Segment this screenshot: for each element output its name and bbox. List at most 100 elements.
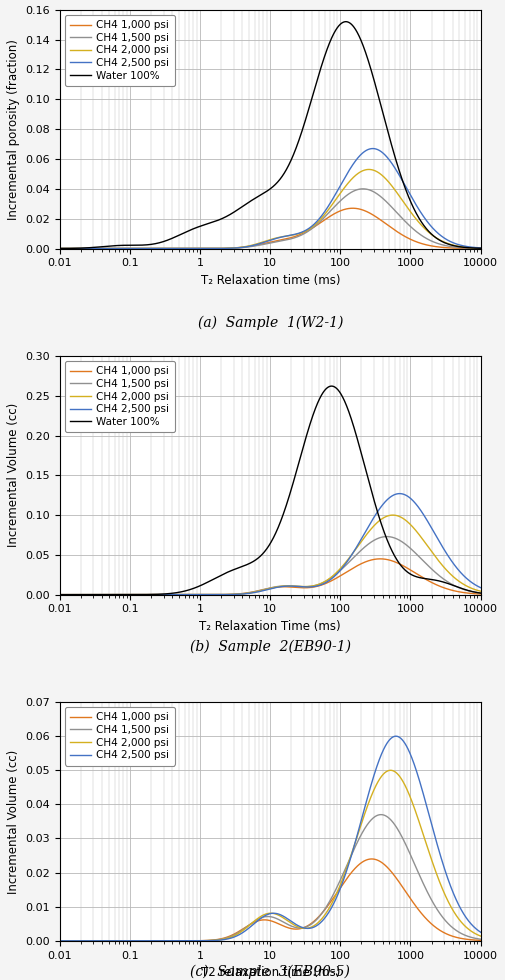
- CH4 1,500 psi: [490, 934, 496, 946]
- Legend: CH4 1,000 psi, CH4 1,500 psi, CH4 2,000 psi, CH4 2,500 psi, Water 100%: CH4 1,000 psi, CH4 1,500 psi, CH4 2,000 …: [65, 362, 175, 432]
- CH4 1,500 psi: [490, 243, 496, 255]
- CH4 2,000 psi: [116, 243, 122, 255]
- Water 100%: [440, 576, 446, 588]
- CH4 1,500 psi: [440, 911, 446, 923]
- Line: CH4 1,500 psi: CH4 1,500 psi: [39, 814, 501, 941]
- Y-axis label: Incremental Volume (cc): Incremental Volume (cc): [7, 403, 20, 548]
- Text: (a)  Sample  1(W2-1): (a) Sample 1(W2-1): [197, 316, 343, 330]
- CH4 1,000 psi: [498, 243, 504, 255]
- CH4 1,500 psi: [116, 243, 122, 255]
- Text: (c)  Sample  3(EB90-5): (c) Sample 3(EB90-5): [190, 964, 350, 979]
- CH4 1,500 psi: [360, 183, 366, 195]
- CH4 2,500 psi: [396, 488, 402, 500]
- Water 100%: [36, 243, 42, 255]
- Water 100%: [213, 215, 219, 226]
- Line: Water 100%: Water 100%: [39, 386, 501, 595]
- CH4 2,000 psi: [116, 935, 122, 947]
- CH4 1,000 psi: [116, 243, 122, 255]
- CH4 1,000 psi: [116, 935, 122, 947]
- CH4 1,500 psi: [440, 239, 446, 251]
- CH4 1,000 psi: [36, 935, 42, 947]
- CH4 2,000 psi: [213, 589, 219, 601]
- CH4 2,000 psi: [116, 589, 122, 601]
- Water 100%: [233, 205, 239, 217]
- Water 100%: [329, 380, 335, 392]
- CH4 2,000 psi: [387, 764, 393, 776]
- CH4 2,000 psi: [36, 243, 42, 255]
- CH4 2,500 psi: [36, 935, 42, 947]
- CH4 1,500 psi: [36, 589, 42, 601]
- CH4 2,000 psi: [88, 935, 94, 947]
- CH4 2,500 psi: [116, 243, 122, 255]
- CH4 2,500 psi: [36, 589, 42, 601]
- Line: CH4 1,500 psi: CH4 1,500 psi: [39, 537, 501, 595]
- CH4 2,500 psi: [498, 587, 504, 599]
- CH4 2,500 psi: [233, 242, 239, 254]
- CH4 2,500 psi: [213, 589, 219, 601]
- CH4 2,500 psi: [498, 243, 504, 255]
- CH4 2,000 psi: [213, 243, 219, 255]
- CH4 1,500 psi: [88, 243, 94, 255]
- CH4 2,500 psi: [393, 730, 399, 742]
- CH4 1,500 psi: [116, 589, 122, 601]
- Water 100%: [440, 236, 446, 248]
- CH4 2,500 psi: [88, 589, 94, 601]
- Line: Water 100%: Water 100%: [39, 22, 501, 249]
- CH4 1,500 psi: [440, 572, 446, 584]
- CH4 1,500 psi: [88, 935, 94, 947]
- Legend: CH4 1,000 psi, CH4 1,500 psi, CH4 2,000 psi, CH4 2,500 psi, Water 100%: CH4 1,000 psi, CH4 1,500 psi, CH4 2,000 …: [65, 15, 175, 86]
- CH4 2,000 psi: [233, 588, 239, 600]
- CH4 2,500 psi: [440, 542, 446, 554]
- Water 100%: [88, 589, 94, 601]
- CH4 2,000 psi: [233, 242, 239, 254]
- Line: CH4 2,000 psi: CH4 2,000 psi: [39, 770, 501, 941]
- CH4 1,500 psi: [233, 588, 239, 600]
- Y-axis label: Incremental porosity (fraction): Incremental porosity (fraction): [7, 39, 20, 220]
- CH4 1,000 psi: [440, 241, 446, 253]
- CH4 2,000 psi: [88, 243, 94, 255]
- CH4 1,000 psi: [498, 589, 504, 601]
- CH4 1,500 psi: [498, 589, 504, 601]
- Line: CH4 1,000 psi: CH4 1,000 psi: [39, 208, 501, 249]
- CH4 2,000 psi: [440, 235, 446, 247]
- CH4 2,500 psi: [233, 588, 239, 600]
- CH4 2,500 psi: [213, 243, 219, 255]
- CH4 2,500 psi: [88, 935, 94, 947]
- Line: CH4 2,000 psi: CH4 2,000 psi: [39, 515, 501, 595]
- CH4 1,000 psi: [490, 589, 496, 601]
- Water 100%: [213, 571, 219, 583]
- CH4 1,500 psi: [378, 808, 384, 820]
- CH4 1,000 psi: [213, 934, 219, 946]
- CH4 2,500 psi: [440, 858, 446, 869]
- CH4 1,000 psi: [36, 243, 42, 255]
- CH4 2,000 psi: [213, 934, 219, 946]
- Water 100%: [498, 589, 504, 601]
- Line: CH4 2,500 psi: CH4 2,500 psi: [39, 736, 501, 941]
- CH4 1,500 psi: [213, 934, 219, 946]
- CH4 1,500 psi: [498, 935, 504, 947]
- CH4 2,500 psi: [490, 586, 496, 598]
- CH4 1,000 psi: [377, 553, 383, 564]
- CH4 1,000 psi: [440, 581, 446, 593]
- CH4 1,500 psi: [36, 243, 42, 255]
- CH4 1,500 psi: [233, 242, 239, 254]
- CH4 2,500 psi: [490, 932, 496, 944]
- CH4 2,500 psi: [490, 242, 496, 254]
- CH4 1,000 psi: [233, 588, 239, 600]
- CH4 1,000 psi: [369, 853, 375, 864]
- CH4 2,000 psi: [498, 934, 504, 946]
- CH4 2,500 psi: [233, 930, 239, 942]
- CH4 1,000 psi: [490, 935, 496, 947]
- CH4 2,500 psi: [116, 935, 122, 947]
- CH4 1,000 psi: [213, 589, 219, 601]
- Water 100%: [116, 239, 122, 251]
- CH4 1,500 psi: [498, 243, 504, 255]
- X-axis label: T₂ Relaxation time (ms): T₂ Relaxation time (ms): [200, 273, 340, 287]
- CH4 1,500 psi: [233, 928, 239, 940]
- Water 100%: [490, 243, 496, 255]
- Water 100%: [233, 563, 239, 574]
- Water 100%: [343, 16, 349, 27]
- X-axis label: T₂ Relaxation Time (ms): T₂ Relaxation Time (ms): [199, 620, 341, 633]
- CH4 1,000 psi: [440, 926, 446, 938]
- CH4 1,500 psi: [88, 589, 94, 601]
